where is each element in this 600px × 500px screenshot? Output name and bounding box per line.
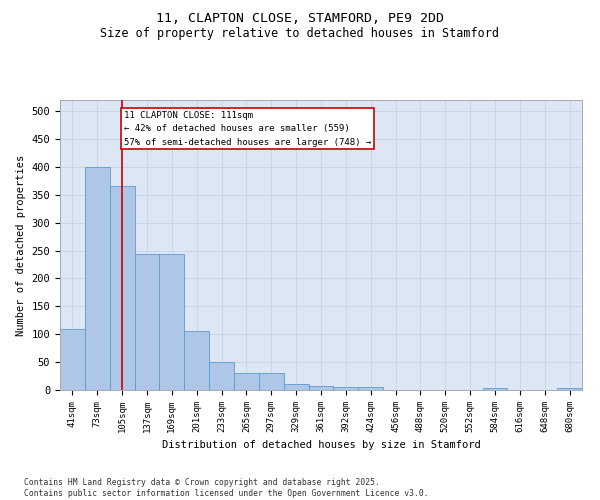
Bar bbox=[110, 186, 134, 390]
Text: 11 CLAPTON CLOSE: 111sqm
← 42% of detached houses are smaller (559)
57% of semi-: 11 CLAPTON CLOSE: 111sqm ← 42% of detach… bbox=[124, 111, 371, 146]
Text: Contains HM Land Registry data © Crown copyright and database right 2025.
Contai: Contains HM Land Registry data © Crown c… bbox=[24, 478, 428, 498]
Y-axis label: Number of detached properties: Number of detached properties bbox=[16, 154, 26, 336]
Bar bbox=[234, 374, 259, 390]
Bar bbox=[160, 254, 184, 390]
Bar bbox=[209, 362, 234, 390]
Bar bbox=[482, 388, 508, 390]
Bar bbox=[284, 384, 308, 390]
Bar bbox=[60, 328, 85, 390]
Bar bbox=[557, 388, 582, 390]
Bar bbox=[259, 374, 284, 390]
Bar bbox=[134, 254, 160, 390]
Bar bbox=[85, 167, 110, 390]
X-axis label: Distribution of detached houses by size in Stamford: Distribution of detached houses by size … bbox=[161, 440, 481, 450]
Bar bbox=[358, 387, 383, 390]
Bar bbox=[184, 332, 209, 390]
Text: Size of property relative to detached houses in Stamford: Size of property relative to detached ho… bbox=[101, 28, 499, 40]
Bar bbox=[334, 387, 358, 390]
Bar bbox=[308, 386, 334, 390]
Text: 11, CLAPTON CLOSE, STAMFORD, PE9 2DD: 11, CLAPTON CLOSE, STAMFORD, PE9 2DD bbox=[156, 12, 444, 26]
